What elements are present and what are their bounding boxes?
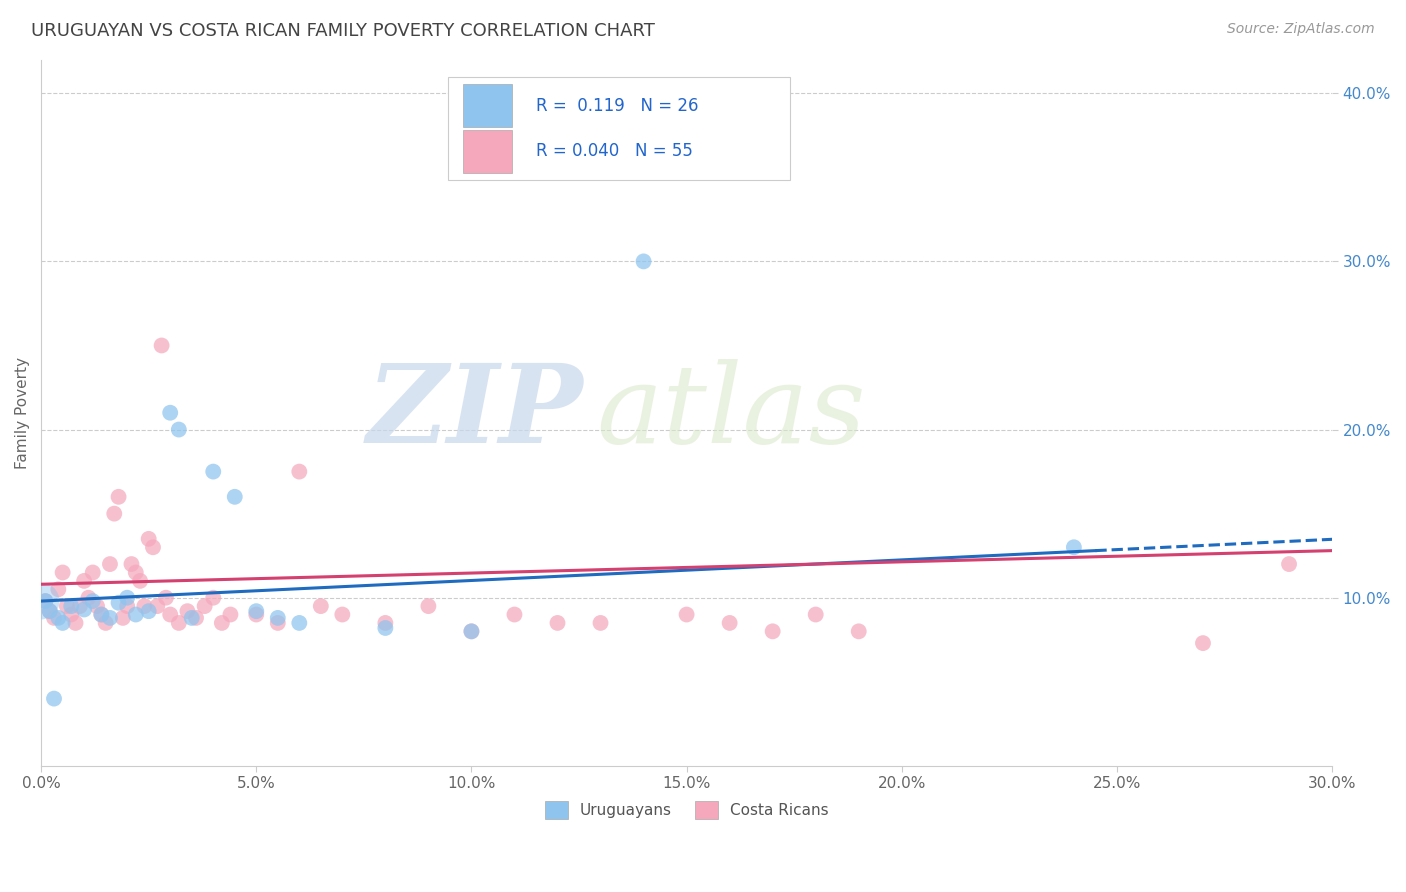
Point (38, 604, 60, 618)
Point (288, 465, 311, 479)
Point (202, 591, 225, 605)
Point (42, 611, 65, 625)
Point (60, 599, 83, 614)
Text: ZIP: ZIP (367, 359, 583, 467)
Point (460, 624, 482, 639)
Point (194, 599, 217, 614)
Point (762, 624, 785, 639)
Point (56, 599, 79, 614)
Point (86, 599, 108, 614)
Text: R = 0.040   N = 55: R = 0.040 N = 55 (536, 143, 692, 161)
Point (82, 594, 104, 608)
Point (129, 574, 152, 588)
Point (82, 566, 104, 580)
Point (138, 604, 160, 618)
Point (90, 607, 112, 622)
Point (633, 254, 655, 268)
Point (180, 611, 202, 625)
Point (30, 594, 52, 608)
Point (1192, 636, 1215, 650)
Point (184, 611, 207, 625)
Point (94, 615, 117, 630)
Point (848, 624, 870, 639)
Text: Source: ZipAtlas.com: Source: ZipAtlas.com (1227, 22, 1375, 37)
Point (90, 607, 112, 622)
Point (73, 602, 96, 616)
Point (125, 607, 148, 622)
Point (211, 615, 233, 630)
Point (42, 691, 65, 706)
Point (224, 490, 246, 504)
Point (38, 604, 60, 618)
Point (46, 582, 69, 597)
Point (115, 599, 138, 614)
FancyBboxPatch shape (463, 85, 512, 127)
Point (219, 607, 242, 622)
Point (65, 615, 87, 630)
Point (34, 594, 56, 608)
Point (150, 338, 173, 352)
Point (418, 599, 440, 614)
Point (69, 599, 91, 614)
Point (107, 490, 129, 504)
Point (675, 607, 697, 622)
Point (288, 615, 311, 630)
Point (111, 611, 134, 625)
Point (73, 574, 96, 588)
Point (77, 591, 100, 605)
Point (176, 604, 198, 618)
Point (245, 607, 267, 622)
Point (115, 591, 138, 605)
Point (589, 615, 612, 630)
Text: URUGUAYAN VS COSTA RICAN FAMILY POVERTY CORRELATION CHART: URUGUAYAN VS COSTA RICAN FAMILY POVERTY … (31, 22, 655, 40)
Point (159, 406, 181, 420)
Point (547, 615, 569, 630)
Point (138, 532, 160, 546)
Point (155, 591, 177, 605)
Point (1063, 541, 1085, 555)
Point (107, 596, 129, 610)
Point (267, 611, 290, 625)
Point (460, 624, 482, 639)
Point (503, 607, 526, 622)
Legend: Uruguayans, Costa Ricans: Uruguayans, Costa Ricans (538, 795, 835, 825)
Point (267, 615, 290, 630)
Point (374, 621, 396, 635)
Text: atlas: atlas (596, 359, 866, 467)
Point (159, 607, 181, 622)
Point (804, 607, 827, 622)
Point (60, 607, 83, 622)
Point (98, 557, 121, 571)
Point (52, 566, 75, 580)
Point (125, 566, 148, 580)
Point (134, 599, 156, 614)
Point (202, 465, 225, 479)
Point (142, 541, 165, 555)
Point (309, 599, 332, 614)
Point (167, 615, 190, 630)
Point (245, 604, 267, 618)
FancyBboxPatch shape (447, 78, 790, 179)
Point (374, 615, 396, 630)
Point (718, 615, 741, 630)
Point (52, 615, 75, 630)
Point (330, 607, 353, 622)
Point (146, 599, 169, 614)
Point (1278, 557, 1301, 571)
Point (34, 594, 56, 608)
Text: R =  0.119   N = 26: R = 0.119 N = 26 (536, 96, 697, 114)
Point (103, 507, 125, 521)
FancyBboxPatch shape (463, 130, 512, 173)
Y-axis label: Family Poverty: Family Poverty (15, 357, 30, 468)
Point (46, 611, 69, 625)
Point (167, 423, 190, 437)
Point (121, 557, 143, 571)
Point (98, 611, 121, 625)
